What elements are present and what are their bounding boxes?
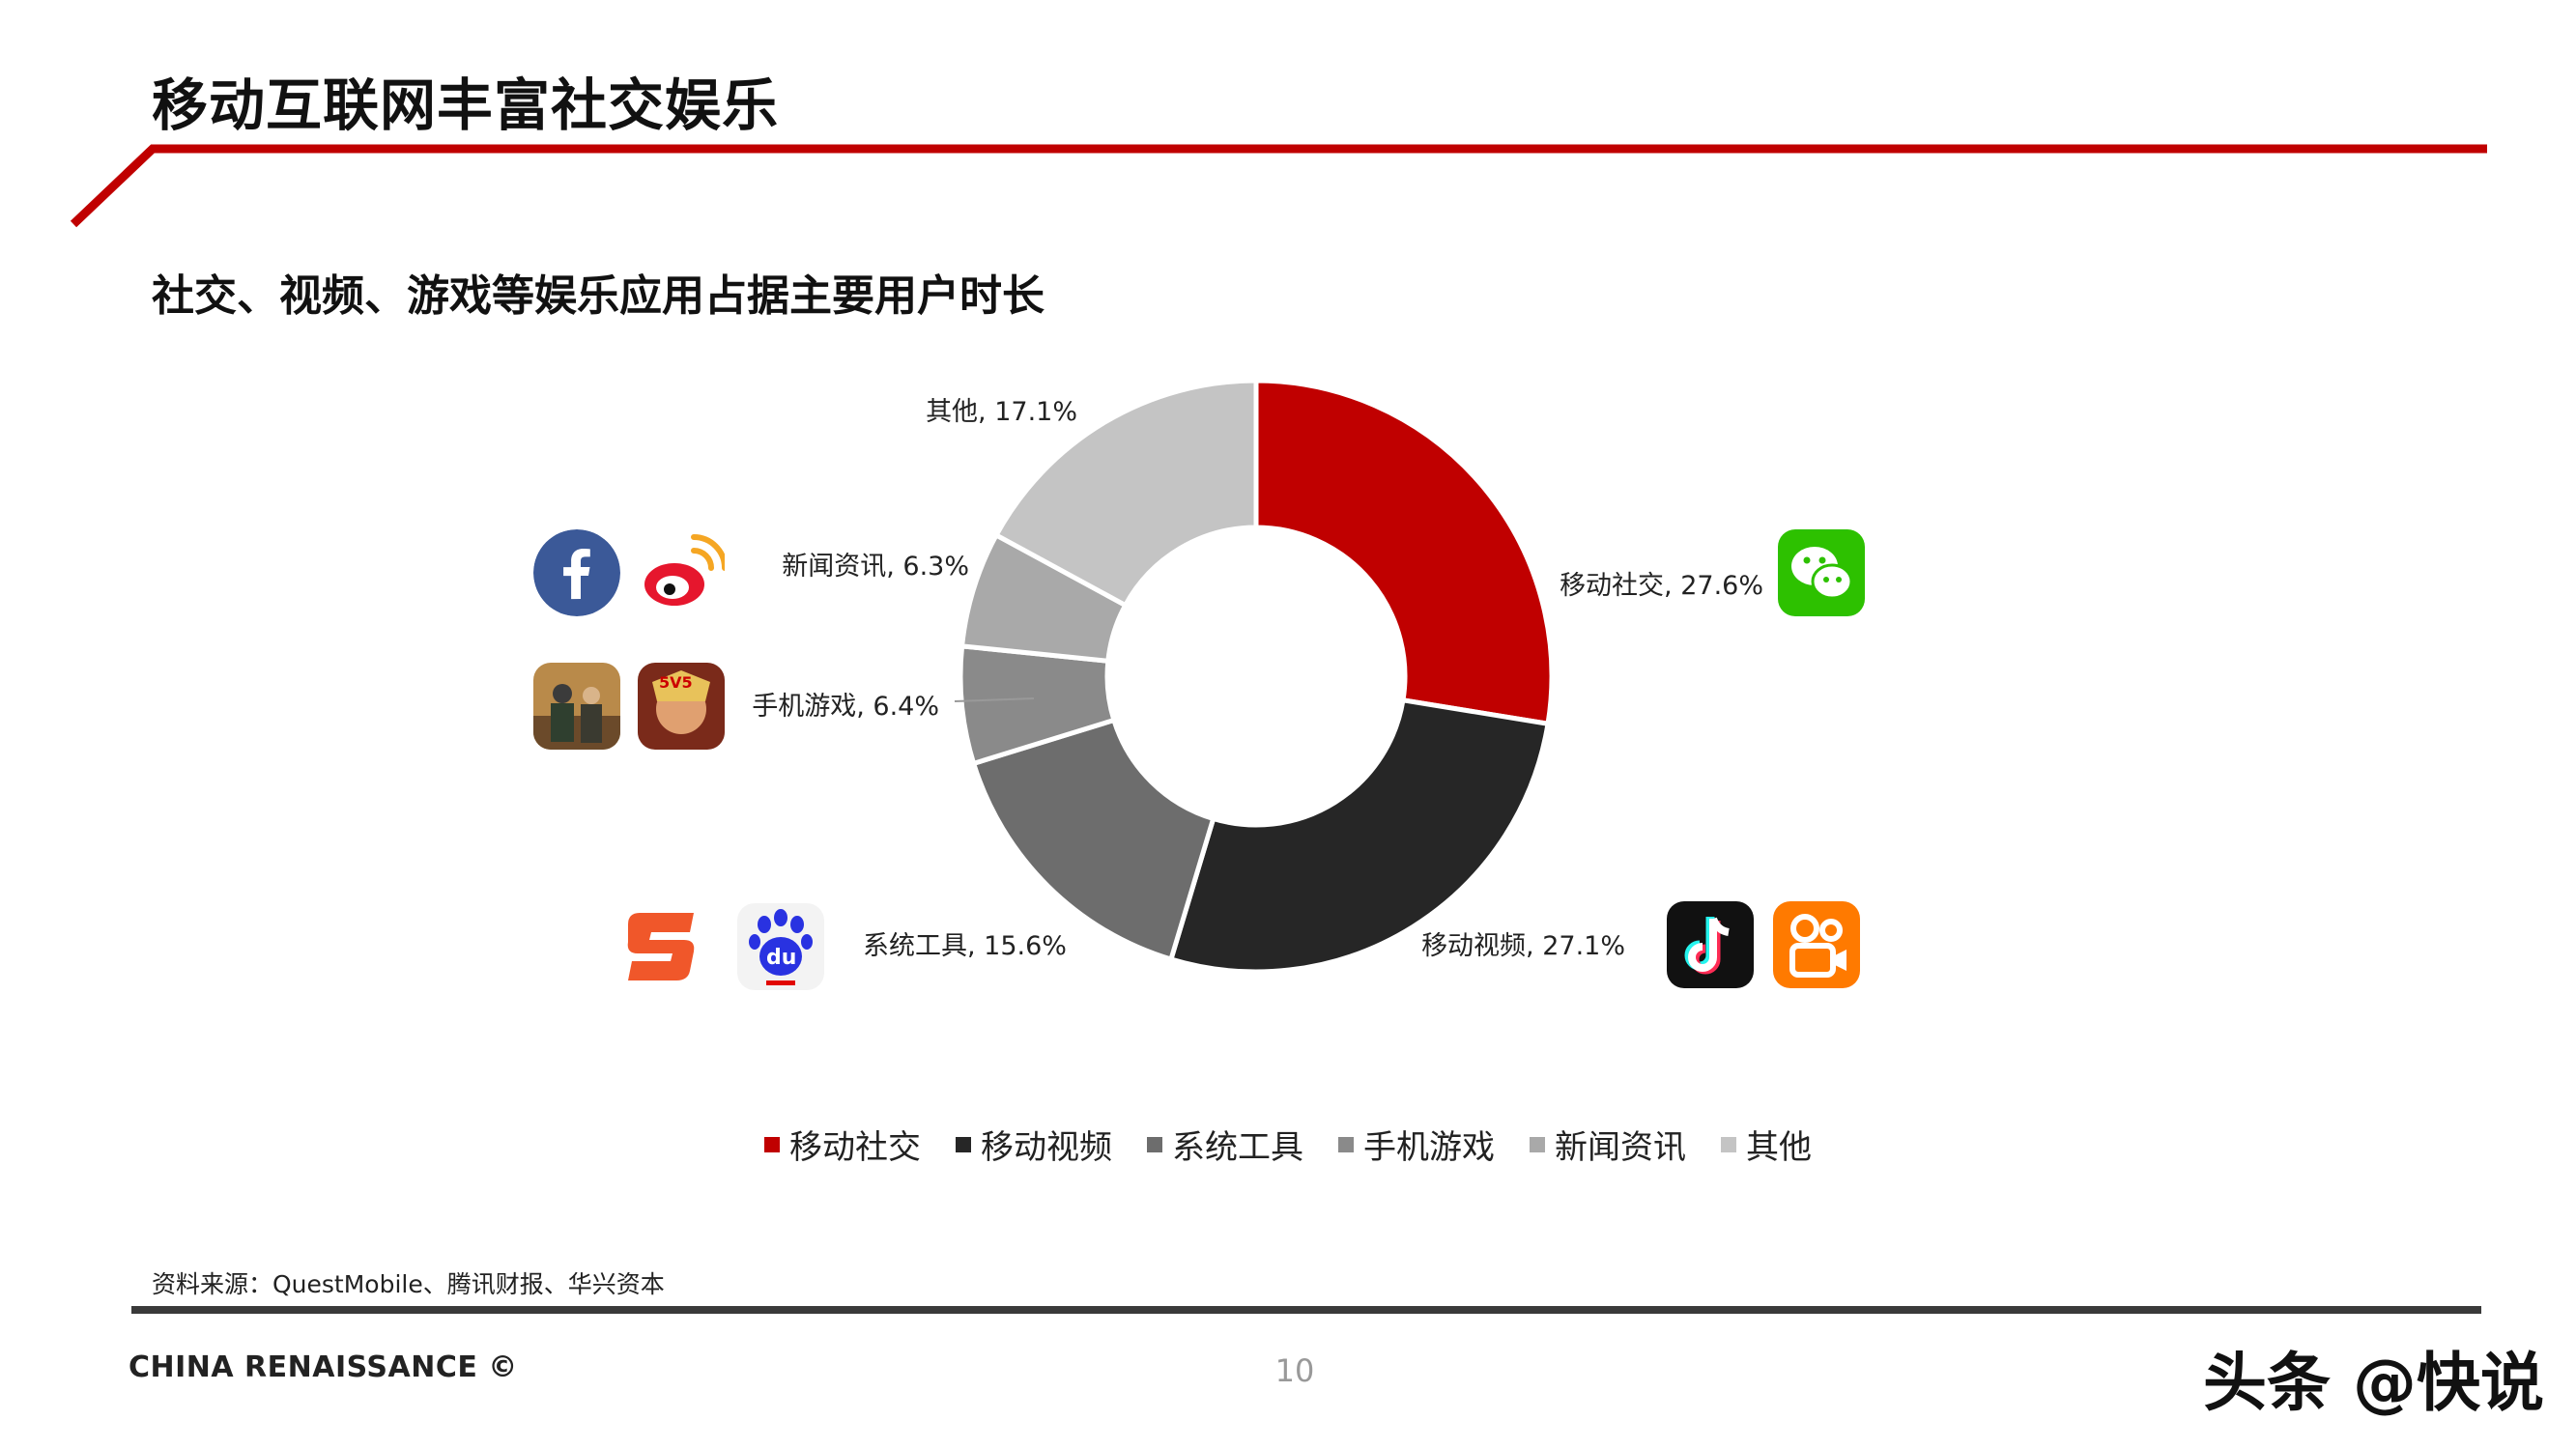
slice-mobile-social <box>1253 378 1555 727</box>
legend-other: 其他 <box>1721 1121 1812 1168</box>
douyin-icon <box>1667 901 1754 988</box>
legend-swatch <box>956 1136 971 1152</box>
legend-swatch <box>1338 1136 1354 1152</box>
legend-system-tools: 系统工具 <box>1147 1121 1303 1168</box>
legend-label: 手机游戏 <box>1363 1128 1495 1167</box>
page-title: 移动互联网丰富社交娱乐 <box>152 72 780 138</box>
legend-mobile-video: 移动视频 <box>956 1121 1112 1168</box>
chart-subtitle: 社交、视频、游戏等娱乐应用占据主要用户时长 <box>152 271 1045 321</box>
label-mobile-video: 移动视频, 27.1% <box>1421 931 1625 961</box>
label-mobile-social: 移动社交, 27.6% <box>1560 571 1763 601</box>
legend-label: 其他 <box>1746 1128 1812 1167</box>
legend-swatch <box>1721 1136 1736 1152</box>
legend-mobile-social: 移动社交 <box>764 1121 921 1168</box>
legend-label: 系统工具 <box>1172 1128 1303 1167</box>
facebook-icon <box>533 529 620 616</box>
donut-chart: 移动社交, 27.6% 移动视频, 27.1% 系统工具, 15.6% 手机游戏, 6… <box>752 378 1763 975</box>
header-red-rule <box>70 144 2487 228</box>
kuaishou-icon <box>1773 901 1860 988</box>
label-system-tools: 系统工具, 15.6% <box>863 931 1067 961</box>
legend-news: 新闻资讯 <box>1530 1121 1686 1168</box>
source-note: 资料来源：QuestMobile、腾讯财报、华兴资本 <box>152 1270 665 1298</box>
legend-swatch <box>1530 1136 1545 1152</box>
game-label-leader-line <box>954 697 1035 702</box>
label-news: 新闻资讯, 6.3% <box>782 552 969 582</box>
wechat-icon <box>1778 529 1865 616</box>
svg-text:du: du <box>766 946 796 970</box>
legend-swatch <box>764 1136 780 1152</box>
slice-system-tools <box>970 717 1216 963</box>
svg-text:5V5: 5V5 <box>659 673 693 692</box>
legend-swatch <box>1147 1136 1162 1152</box>
slice-mobile-video <box>1167 696 1551 975</box>
legend-label: 移动社交 <box>789 1128 921 1167</box>
page-number: 10 <box>1274 1352 1315 1389</box>
label-mobile-games: 手机游戏, 6.4% <box>752 692 939 722</box>
legend-mobile-games: 手机游戏 <box>1338 1121 1495 1168</box>
legend-label: 新闻资讯 <box>1555 1128 1686 1167</box>
honor-of-kings-icon: 5V5 <box>638 663 725 750</box>
label-other: 其他, 17.1% <box>926 397 1077 427</box>
sogou-icon <box>618 903 705 990</box>
baidu-icon: du <box>737 903 824 990</box>
weibo-icon <box>638 529 725 616</box>
watermark-text: 头条 @快说 <box>2203 1346 2544 1420</box>
chart-legend: 移动社交 移动视频 系统工具 手机游戏 新闻资讯 其他 <box>0 1121 2576 1168</box>
legend-label: 移动视频 <box>981 1128 1112 1167</box>
brand-name: CHINA RENAISSANCE © <box>129 1350 518 1384</box>
pubg-icon <box>533 663 620 750</box>
footer-rule <box>131 1306 2481 1314</box>
slice-other <box>992 378 1259 609</box>
